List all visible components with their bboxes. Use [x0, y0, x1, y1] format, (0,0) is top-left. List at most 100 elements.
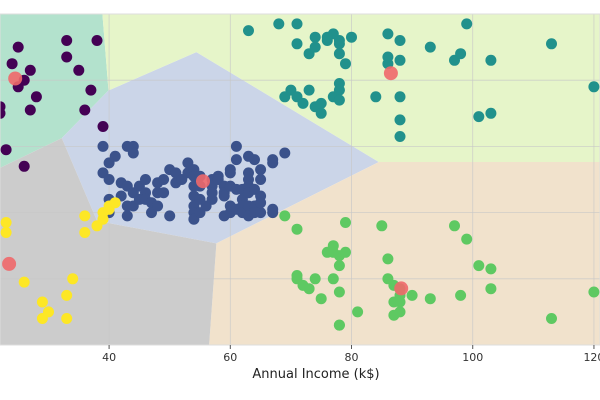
cluster-centroids — [2, 66, 409, 296]
data-point-cluster-3 — [333, 319, 345, 331]
data-point-cluster-4 — [61, 313, 73, 324]
centroid-marker — [383, 66, 398, 81]
data-point-cluster-1 — [103, 174, 115, 185]
data-point-cluster-2 — [394, 91, 406, 103]
data-point-cluster-3 — [455, 289, 467, 301]
decision-regions — [0, 14, 600, 345]
data-point-cluster-3 — [406, 289, 418, 301]
data-point-cluster-4 — [67, 273, 79, 285]
data-point-cluster-3 — [394, 296, 406, 308]
data-point-cluster-3 — [449, 220, 460, 232]
data-point-cluster-2 — [309, 41, 321, 53]
centroid-marker — [394, 281, 409, 296]
data-point-cluster-3 — [309, 273, 321, 285]
data-point-cluster-2 — [394, 54, 406, 66]
data-point-cluster-2 — [291, 38, 303, 50]
data-point-cluster-0 — [24, 104, 36, 116]
data-point-cluster-1 — [158, 174, 170, 185]
data-point-cluster-0 — [0, 144, 12, 156]
region-cluster-4 — [0, 138, 217, 345]
data-point-cluster-2 — [370, 91, 382, 103]
data-point-cluster-1 — [267, 157, 279, 169]
data-point-cluster-2 — [546, 38, 557, 50]
data-point-cluster-3 — [291, 223, 303, 235]
data-point-cluster-4 — [0, 217, 12, 228]
data-point-cluster-2 — [455, 48, 467, 60]
data-point-cluster-2 — [382, 51, 394, 63]
data-point-cluster-2 — [473, 111, 485, 123]
data-point-cluster-3 — [340, 217, 351, 228]
centroid-marker — [8, 71, 23, 86]
data-point-cluster-1 — [267, 203, 279, 215]
data-point-cluster-2 — [297, 97, 309, 109]
data-point-cluster-2 — [588, 81, 600, 93]
data-point-cluster-1 — [255, 174, 267, 185]
data-point-cluster-2 — [394, 114, 406, 126]
data-point-cluster-1 — [230, 140, 242, 152]
data-point-cluster-3 — [588, 286, 600, 298]
data-point-cluster-3 — [485, 263, 497, 275]
data-point-cluster-1 — [152, 200, 164, 212]
data-point-cluster-3 — [376, 220, 388, 232]
data-point-cluster-1 — [140, 174, 151, 185]
data-point-cluster-1 — [121, 140, 133, 152]
data-point-cluster-3 — [315, 293, 327, 305]
data-point-cluster-3 — [485, 283, 497, 295]
data-point-cluster-0 — [97, 121, 109, 132]
data-point-cluster-3 — [424, 293, 436, 305]
data-point-cluster-1 — [255, 207, 267, 219]
data-point-cluster-0 — [91, 35, 103, 46]
data-point-cluster-2 — [333, 35, 345, 46]
data-point-cluster-2 — [315, 97, 327, 109]
data-point-cluster-2 — [309, 31, 321, 43]
data-point-cluster-0 — [24, 64, 36, 76]
data-point-cluster-3 — [333, 260, 345, 272]
x-tick-label: 120 — [583, 351, 600, 364]
data-point-cluster-1 — [164, 210, 176, 222]
data-point-cluster-3 — [303, 283, 315, 295]
x-tick-label: 80 — [345, 351, 359, 364]
region-cluster-3 — [209, 162, 600, 345]
region-cluster-0 — [0, 14, 109, 168]
data-point-cluster-2 — [333, 48, 345, 60]
data-point-cluster-1 — [97, 140, 109, 152]
data-point-cluster-3 — [340, 246, 351, 258]
data-point-cluster-1 — [255, 164, 267, 176]
x-axis-label: Annual Income (k$) — [252, 367, 379, 382]
data-point-cluster-4 — [0, 227, 12, 238]
data-point-cluster-2 — [315, 107, 327, 119]
data-point-cluster-2 — [333, 84, 345, 96]
data-point-cluster-4 — [43, 306, 54, 318]
data-point-cluster-2 — [321, 31, 333, 43]
data-point-cluster-2 — [461, 18, 473, 30]
centroid-marker — [2, 256, 17, 271]
data-point-cluster-1 — [224, 167, 236, 179]
data-point-cluster-3 — [473, 260, 485, 272]
data-point-cluster-0 — [12, 41, 24, 53]
data-point-cluster-1 — [230, 154, 242, 166]
data-point-cluster-0 — [61, 35, 73, 46]
data-point-cluster-2 — [394, 131, 406, 142]
data-point-cluster-2 — [346, 31, 357, 43]
data-point-cluster-2 — [394, 35, 406, 46]
data-point-cluster-3 — [327, 246, 339, 258]
data-point-cluster-2 — [291, 18, 303, 30]
data-point-cluster-3 — [279, 210, 291, 222]
data-point-cluster-4 — [109, 197, 121, 209]
data-point-cluster-2 — [303, 84, 315, 96]
data-point-cluster-4 — [79, 210, 91, 222]
data-point-cluster-3 — [382, 273, 394, 285]
data-point-cluster-2 — [273, 18, 285, 30]
data-point-cluster-2 — [485, 107, 497, 119]
data-point-cluster-2 — [485, 54, 497, 66]
data-point-cluster-1 — [158, 187, 170, 199]
data-point-cluster-4 — [18, 276, 30, 288]
data-point-cluster-0 — [79, 104, 91, 116]
data-point-cluster-3 — [333, 286, 345, 298]
data-point-cluster-4 — [36, 296, 48, 308]
data-point-cluster-0 — [73, 64, 85, 76]
x-tick-label: 40 — [102, 351, 116, 364]
data-point-cluster-3 — [461, 233, 473, 245]
data-point-cluster-2 — [333, 94, 345, 106]
plot-border — [0, 13, 600, 346]
